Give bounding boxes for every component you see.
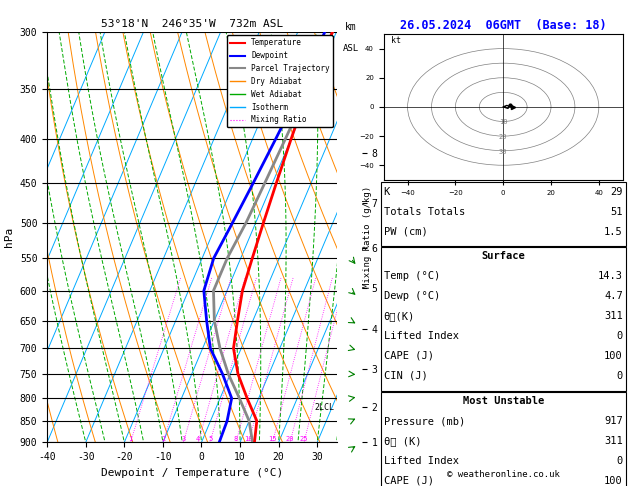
Text: 8: 8 <box>234 436 238 442</box>
Text: 2LCL: 2LCL <box>314 403 335 412</box>
Text: 0: 0 <box>616 371 623 381</box>
Text: Lifted Index: Lifted Index <box>384 456 459 466</box>
Y-axis label: hPa: hPa <box>4 227 14 247</box>
Title: 53°18'N  246°35'W  732m ASL: 53°18'N 246°35'W 732m ASL <box>101 19 283 30</box>
Text: CAPE (J): CAPE (J) <box>384 476 433 486</box>
Text: Temp (°C): Temp (°C) <box>384 271 440 281</box>
Text: 20: 20 <box>499 134 508 140</box>
X-axis label: Dewpoint / Temperature (°C): Dewpoint / Temperature (°C) <box>101 468 283 478</box>
Text: 2: 2 <box>161 436 165 442</box>
Text: 100: 100 <box>604 476 623 486</box>
Text: 100: 100 <box>604 351 623 361</box>
Text: Dewp (°C): Dewp (°C) <box>384 291 440 301</box>
Text: ASL: ASL <box>343 44 359 53</box>
Text: Mixing Ratio (g/kg): Mixing Ratio (g/kg) <box>364 186 372 288</box>
Text: 3: 3 <box>181 436 186 442</box>
Text: CAPE (J): CAPE (J) <box>384 351 433 361</box>
Text: 311: 311 <box>604 311 623 321</box>
Text: 4: 4 <box>196 436 201 442</box>
Text: 4.7: 4.7 <box>604 291 623 301</box>
Text: 311: 311 <box>604 436 623 446</box>
Text: Totals Totals: Totals Totals <box>384 207 465 217</box>
Text: PW (cm): PW (cm) <box>384 227 428 237</box>
Text: CIN (J): CIN (J) <box>384 371 428 381</box>
Text: Pressure (mb): Pressure (mb) <box>384 416 465 426</box>
Text: Surface: Surface <box>481 251 525 261</box>
Text: kt: kt <box>391 36 401 45</box>
Text: 10: 10 <box>245 436 253 442</box>
Text: θᴄ(K): θᴄ(K) <box>384 311 415 321</box>
Text: 0: 0 <box>616 456 623 466</box>
Text: K: K <box>384 187 390 197</box>
Text: 10: 10 <box>499 120 508 125</box>
Text: km: km <box>345 21 357 32</box>
Text: 0: 0 <box>616 331 623 341</box>
Text: 1: 1 <box>128 436 133 442</box>
Text: 5: 5 <box>208 436 212 442</box>
Text: 30: 30 <box>499 149 508 155</box>
Text: 14.3: 14.3 <box>598 271 623 281</box>
Text: Most Unstable: Most Unstable <box>462 396 544 406</box>
Text: © weatheronline.co.uk: © weatheronline.co.uk <box>447 469 560 479</box>
Text: 917: 917 <box>604 416 623 426</box>
Text: 15: 15 <box>269 436 277 442</box>
Text: 1.5: 1.5 <box>604 227 623 237</box>
Text: 29: 29 <box>610 187 623 197</box>
Text: 26.05.2024  06GMT  (Base: 18): 26.05.2024 06GMT (Base: 18) <box>400 19 606 33</box>
Text: 51: 51 <box>610 207 623 217</box>
Text: 25: 25 <box>300 436 308 442</box>
Legend: Temperature, Dewpoint, Parcel Trajectory, Dry Adiabat, Wet Adiabat, Isotherm, Mi: Temperature, Dewpoint, Parcel Trajectory… <box>226 35 333 127</box>
Text: θᴄ (K): θᴄ (K) <box>384 436 421 446</box>
Text: Lifted Index: Lifted Index <box>384 331 459 341</box>
Text: 20: 20 <box>286 436 294 442</box>
